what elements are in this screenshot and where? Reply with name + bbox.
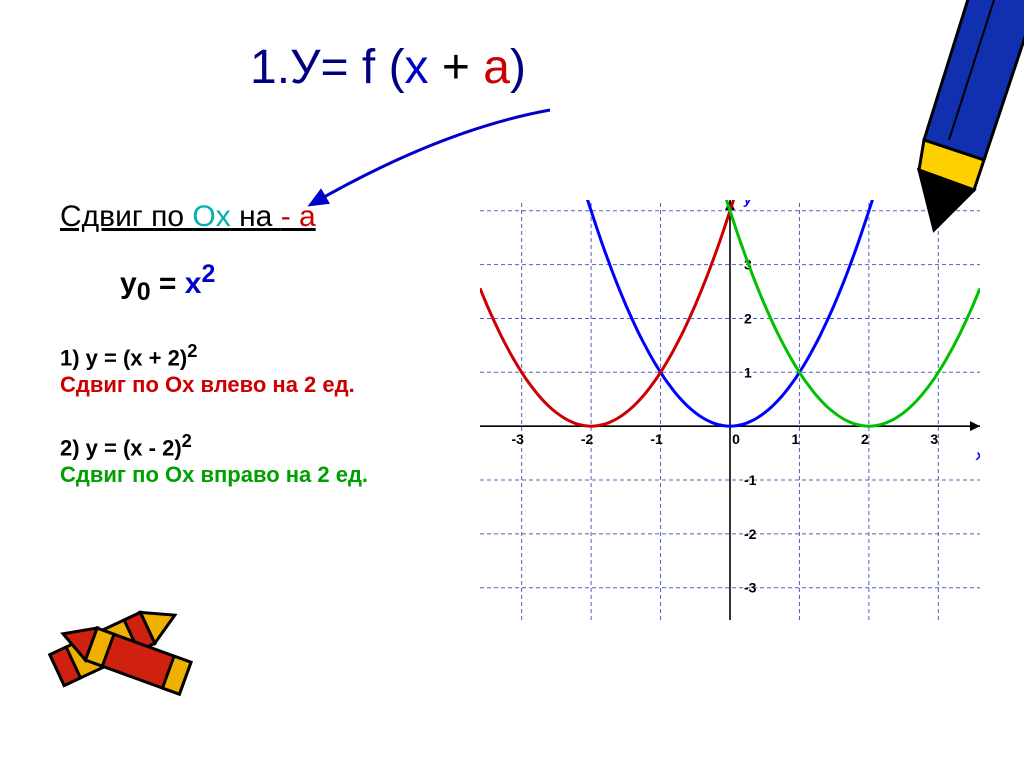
svg-text:x: x	[975, 447, 980, 463]
example-1-formula: 1) y = (x + 2)2	[60, 340, 197, 371]
example-1-desc: Сдвиг по Ox влево на 2 ед.	[60, 372, 355, 398]
svg-text:1: 1	[792, 431, 800, 447]
parabola-chart: -3-2-10123-3-2-1123xy	[480, 200, 980, 620]
title-suffix: )	[510, 41, 526, 94]
title-a: a	[483, 41, 510, 94]
title-plus: +	[442, 41, 483, 94]
ex1-label: 1) y = (x + 2)	[60, 345, 187, 370]
svg-text:y: y	[743, 200, 753, 207]
example-2-desc: Сдвиг по Ox вправо на 2 ед.	[60, 462, 368, 488]
y0-sup: 2	[201, 260, 215, 288]
svg-text:-2: -2	[581, 431, 594, 447]
svg-text:-1: -1	[650, 431, 663, 447]
svg-text:-3: -3	[511, 431, 524, 447]
svg-text:2: 2	[861, 431, 869, 447]
pen-icon	[864, 0, 1024, 240]
crayons-icon	[30, 538, 230, 718]
sub-neg: -	[281, 200, 299, 233]
title-x: x	[405, 41, 442, 94]
page-title: 1.У= f (x + a)	[250, 40, 526, 95]
svg-text:3: 3	[930, 431, 938, 447]
svg-text:0: 0	[732, 431, 740, 447]
sub-ox: Ox	[192, 200, 230, 233]
svg-text:2: 2	[744, 310, 752, 326]
subtitle: Сдвиг по Ox на - a	[60, 200, 316, 234]
title-prefix: 1.У= f (	[250, 41, 405, 94]
sub-t1: Сдвиг по	[60, 200, 192, 233]
curve-red	[480, 200, 737, 426]
example-2-formula: 2) y = (x - 2)2	[60, 430, 192, 461]
sub-a: a	[299, 200, 316, 233]
svg-text:1: 1	[744, 364, 752, 380]
svg-text:-1: -1	[744, 472, 757, 488]
svg-text:-2: -2	[744, 526, 757, 542]
y0-eq: =	[151, 267, 185, 300]
svg-text:-3: -3	[744, 580, 757, 596]
ex2-label: 2) y = (x - 2)	[60, 435, 182, 460]
y0-formula: y0 = x2	[120, 260, 215, 307]
y0-x: x	[185, 267, 202, 300]
sub-t2: на	[231, 200, 281, 233]
ex2-sup: 2	[182, 430, 192, 451]
ex1-sup: 2	[187, 340, 197, 361]
y0-y: y	[120, 267, 137, 300]
y0-sub: 0	[137, 278, 151, 306]
